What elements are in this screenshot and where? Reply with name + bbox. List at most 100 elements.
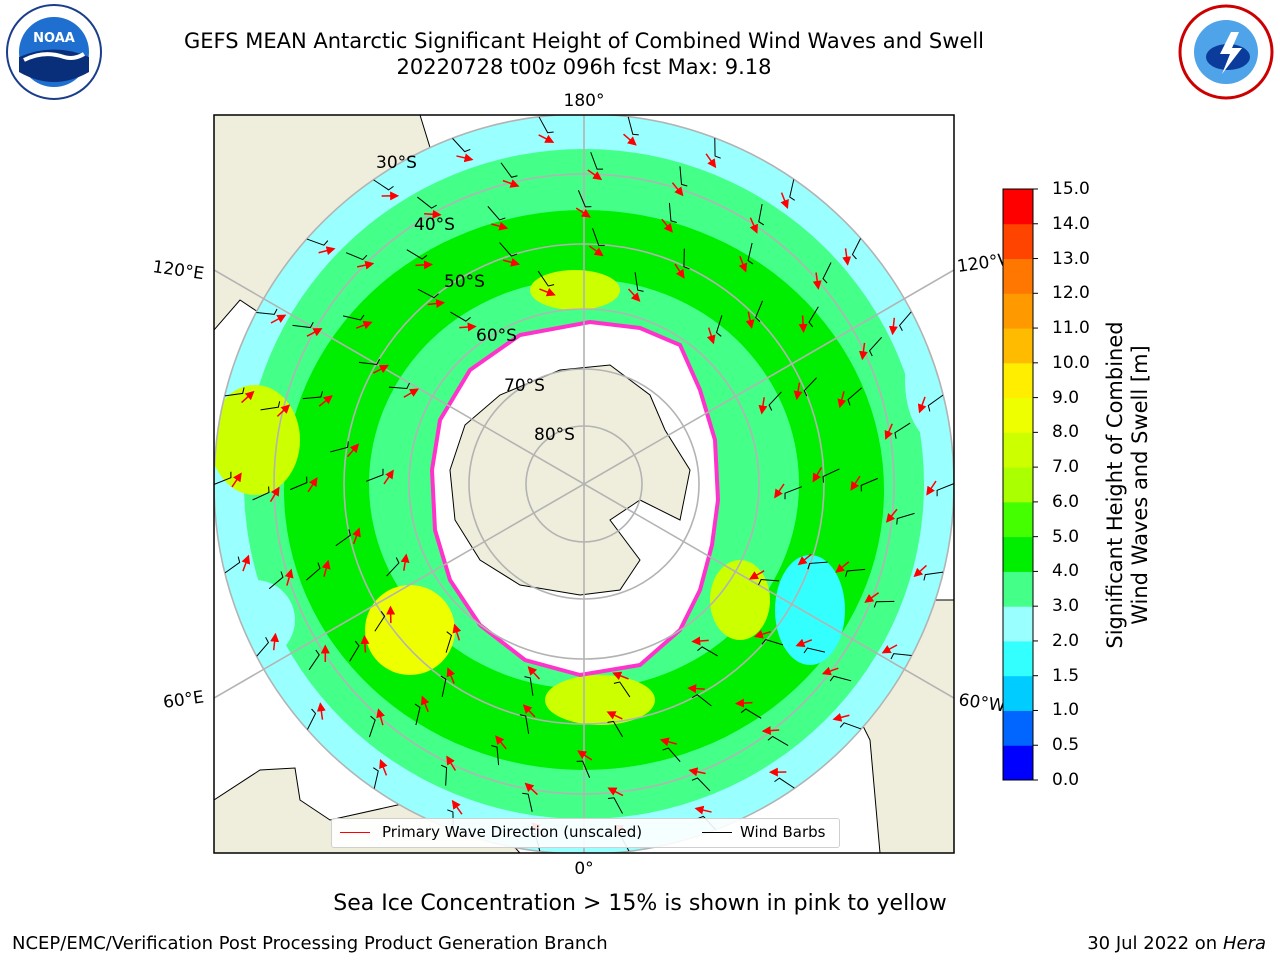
wave-direction-arrow xyxy=(356,260,375,270)
wind-barb xyxy=(417,288,439,299)
wave-direction-arrow xyxy=(627,288,641,302)
wave-direction-arrow xyxy=(797,553,812,566)
colorbar-tick-label: 13.0 xyxy=(1052,248,1090,269)
wave-direction-arrow xyxy=(837,391,847,409)
wind-barb xyxy=(330,441,349,453)
wind-barb xyxy=(697,646,718,657)
wave-direction-arrow xyxy=(452,623,462,641)
wave-direction-arrow xyxy=(738,255,748,273)
wind-barb xyxy=(519,714,530,734)
lat-label-60s: 60°S xyxy=(476,326,517,346)
wind-barb xyxy=(302,391,323,400)
wave-direction-arrow xyxy=(231,472,242,488)
wind-barb xyxy=(500,162,518,178)
wind-barb xyxy=(860,477,878,492)
wind-barb xyxy=(414,703,421,726)
wave-direction-arrow xyxy=(577,750,593,761)
wind-barb xyxy=(445,631,453,653)
wind-barb xyxy=(522,792,533,812)
wind-barb xyxy=(890,653,912,660)
wind-barb xyxy=(747,242,754,265)
wind-barb xyxy=(822,262,832,284)
wind-barb xyxy=(524,676,534,696)
colorbar-segment xyxy=(1003,328,1033,364)
wave-direction-arrow xyxy=(913,564,927,578)
wave-direction-arrow xyxy=(753,629,771,639)
wave-patch-3 xyxy=(530,270,620,310)
wave-direction-arrow xyxy=(705,153,717,169)
colorbar-segment xyxy=(1003,571,1033,607)
wave-direction-arrow xyxy=(691,636,709,646)
colorbar-tick-label: 0.5 xyxy=(1052,735,1080,756)
wind-barb xyxy=(335,529,351,547)
wind-barb xyxy=(491,745,500,766)
colorbar-tick-label: 1.5 xyxy=(1052,665,1080,686)
wind-barb xyxy=(807,561,828,570)
colorbar-segment xyxy=(1003,606,1033,642)
wind-barb xyxy=(761,638,784,646)
wind-barb xyxy=(758,578,780,586)
plot-title: GEFS MEAN Antarctic Significant Height o… xyxy=(183,29,985,53)
colorbar-segment xyxy=(1003,710,1033,746)
wave-direction-arrow xyxy=(850,475,861,491)
wind-barb xyxy=(613,681,631,698)
wave-direction-arrow xyxy=(373,364,389,374)
land-antarctica xyxy=(449,364,691,596)
colorbar-tick-label: 2.0 xyxy=(1052,630,1080,651)
wave-direction-arrow xyxy=(318,395,333,407)
wind-barb xyxy=(406,249,428,260)
wind-barb xyxy=(417,196,437,209)
footer-date: 30 Jul 2022 on Hera xyxy=(1087,933,1266,954)
wind-barb xyxy=(662,747,681,762)
wave-patch-5 xyxy=(710,560,770,640)
wave-direction-arrow xyxy=(885,508,898,523)
colorbar-frame xyxy=(1002,188,1034,781)
wave-direction-arrow xyxy=(446,667,456,684)
svg-text:NOAA: NOAA xyxy=(33,31,75,46)
wave-patch-2 xyxy=(365,585,455,675)
lon-label-120e: 120°E xyxy=(151,257,205,284)
colorbar-tick-label: 9.0 xyxy=(1052,387,1080,408)
wave-direction-arrow xyxy=(284,568,294,586)
wave-direction-arrow xyxy=(456,153,474,163)
wave-direction-arrow xyxy=(527,666,541,680)
wave-direction-arrow xyxy=(761,726,780,736)
wind-barb xyxy=(373,179,394,191)
colorbar-segment xyxy=(1003,745,1033,781)
wind-barb xyxy=(679,166,688,187)
wind-barb xyxy=(829,675,852,682)
legend-barbs-label: Wind Barbs xyxy=(740,823,826,841)
wave-direction-arrow xyxy=(687,684,705,694)
colorbar-segment xyxy=(1003,432,1033,468)
wave-direction-arrow xyxy=(318,246,336,255)
wave-direction-arrow xyxy=(524,782,538,796)
wave-direction-arrow xyxy=(774,483,785,499)
map-frame xyxy=(213,114,955,854)
wave-patch-4 xyxy=(545,675,655,725)
wind-barb xyxy=(268,571,284,590)
colorbar-label: Significant Height of Combined Wind Wave… xyxy=(1103,321,1152,649)
wave-direction-arrow xyxy=(383,469,394,485)
wave-direction-arrow xyxy=(495,735,507,750)
colorbar-segment xyxy=(1003,675,1033,711)
colorbar-segment xyxy=(1003,501,1033,538)
wind-barb xyxy=(306,562,321,581)
wind-barb xyxy=(691,777,711,792)
wave-direction-arrow xyxy=(446,755,457,771)
wave-direction-arrow xyxy=(659,737,677,747)
wave-direction-arrow xyxy=(864,592,880,603)
lat-label-30s: 30°S xyxy=(376,153,417,173)
wind-barb xyxy=(691,694,712,707)
wind-barb xyxy=(292,322,314,329)
wave-direction-arrow xyxy=(355,320,373,330)
wave-direction-arrow xyxy=(502,257,521,267)
wind-barb xyxy=(224,556,241,574)
wind-barb xyxy=(774,777,795,789)
wave-direction-arrow xyxy=(780,192,789,209)
wave-direction-arrow xyxy=(623,133,637,146)
wave-direction-arrow xyxy=(587,169,603,181)
wave-direction-arrow xyxy=(321,559,331,577)
wind-barb xyxy=(740,708,762,719)
wave-direction-arrow xyxy=(270,314,287,324)
